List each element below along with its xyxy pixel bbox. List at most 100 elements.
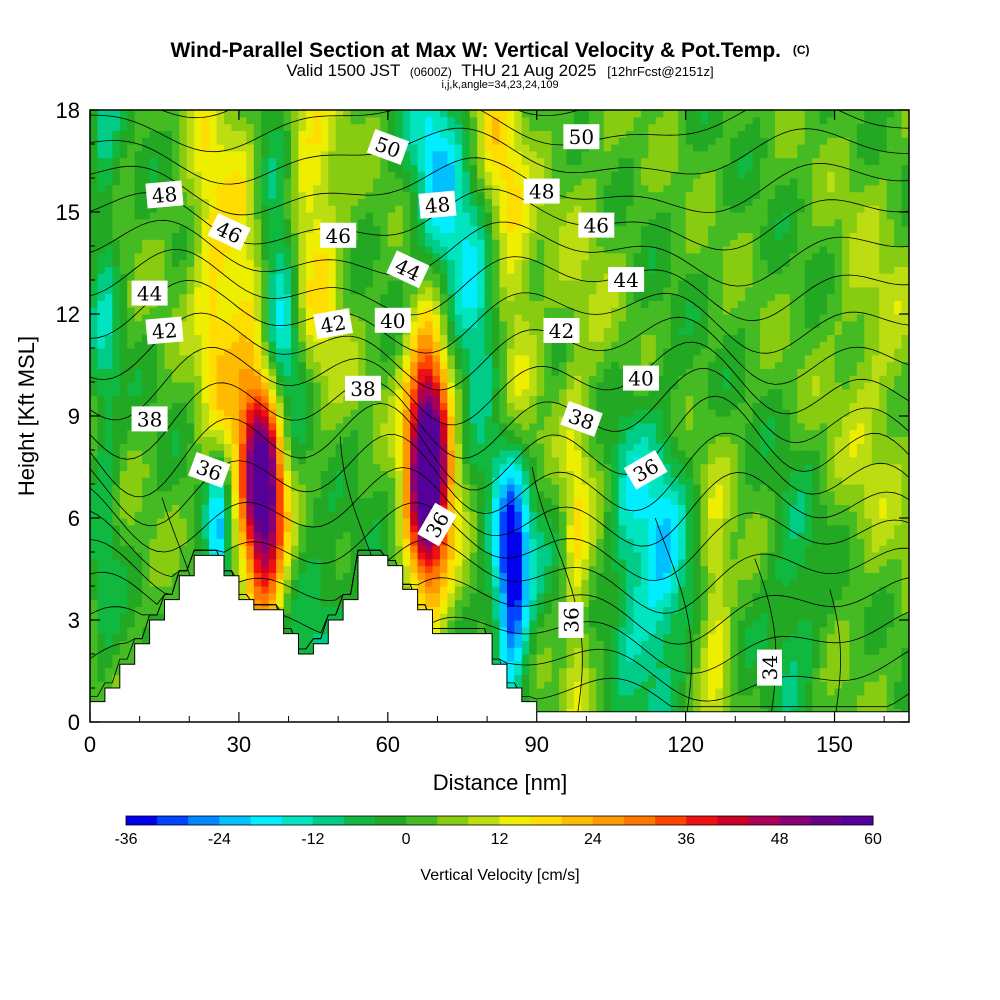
velocity-cell: [291, 538, 300, 546]
velocity-cell: [380, 205, 389, 213]
velocity-cell: [142, 218, 151, 227]
velocity-cell: [462, 232, 471, 240]
velocity-cell: [305, 422, 314, 431]
velocity-cell: [454, 252, 463, 261]
velocity-cell: [90, 266, 99, 274]
velocity-cell: [283, 157, 292, 165]
velocity-cell: [298, 429, 307, 437]
velocity-cell: [387, 286, 396, 295]
velocity-cell: [417, 484, 426, 492]
velocity-cell: [469, 470, 478, 478]
velocity-cell: [127, 572, 136, 580]
velocity-cell: [186, 416, 195, 424]
velocity-cell: [484, 123, 493, 131]
velocity-cell: [402, 178, 411, 186]
velocity-cell: [484, 402, 493, 410]
velocity-cell: [291, 599, 300, 607]
velocity-cell: [305, 164, 314, 172]
velocity-cell: [142, 538, 151, 546]
velocity-cell: [305, 137, 314, 145]
velocity-cell: [313, 565, 322, 573]
velocity-cell: [201, 205, 210, 213]
velocity-cell: [261, 572, 270, 580]
velocity-cell: [238, 361, 247, 369]
velocity-cell: [365, 497, 374, 505]
velocity-cell: [402, 504, 411, 512]
velocity-cell: [417, 225, 426, 233]
velocity-cell: [380, 178, 389, 186]
velocity-cell: [283, 246, 292, 254]
velocity-cell: [179, 450, 188, 458]
velocity-cell: [253, 266, 262, 274]
velocity-cell: [462, 239, 471, 247]
velocity-cell: [447, 579, 456, 587]
velocity-cell: [313, 524, 322, 533]
velocity-cell: [417, 388, 426, 397]
velocity-cell: [417, 361, 426, 369]
velocity-cell: [216, 484, 225, 492]
velocity-cell: [469, 130, 478, 138]
velocity-cell: [261, 565, 270, 573]
velocity-cell: [298, 368, 307, 376]
velocity-cell: [157, 314, 166, 322]
velocity-cell: [454, 361, 463, 369]
velocity-cell: [283, 354, 292, 363]
velocity-cell: [328, 456, 337, 465]
velocity-cell: [142, 626, 151, 635]
velocity-cell: [261, 545, 270, 553]
velocity-cell: [395, 239, 404, 247]
velocity-cell: [365, 320, 374, 329]
velocity-cell: [142, 402, 151, 410]
velocity-cell: [402, 558, 411, 567]
velocity-cell: [112, 184, 121, 193]
velocity-cell: [380, 388, 389, 397]
velocity-cell: [350, 511, 359, 519]
velocity-cell: [484, 212, 493, 220]
velocity-cell: [380, 395, 389, 403]
velocity-cell: [439, 626, 448, 635]
velocity-cell: [127, 300, 136, 308]
velocity-cell: [142, 246, 151, 254]
velocity-cell: [291, 246, 300, 254]
velocity-cell: [209, 273, 218, 281]
velocity-cell: [372, 354, 381, 363]
velocity-cell: [469, 368, 478, 376]
velocity-cell: [246, 320, 255, 329]
velocity-cell: [186, 436, 195, 444]
velocity-cell: [119, 545, 128, 553]
velocity-cell: [268, 116, 277, 125]
velocity-cell: [395, 225, 404, 233]
velocity-cell: [149, 592, 158, 601]
velocity-cell: [119, 640, 128, 648]
velocity-cell: [283, 463, 292, 471]
velocity-cell: [276, 402, 285, 410]
velocity-cell: [142, 178, 151, 186]
velocity-cell: [253, 137, 262, 145]
velocity-cell: [469, 620, 478, 628]
valid-date: THU 21 Aug 2025: [461, 61, 596, 80]
velocity-cell: [149, 157, 158, 165]
velocity-cell: [97, 293, 106, 301]
velocity-cell: [179, 382, 188, 390]
velocity-cell: [484, 225, 493, 233]
velocity-cell: [246, 116, 255, 125]
velocity-cell: [112, 150, 121, 159]
velocity-cell: [164, 259, 173, 267]
velocity-cell: [350, 518, 359, 526]
velocity-cell: [454, 456, 463, 465]
velocity-cell: [164, 273, 173, 281]
velocity-cell: [142, 150, 151, 159]
velocity-cell: [179, 225, 188, 233]
velocity-cell: [365, 422, 374, 431]
velocity-cell: [380, 416, 389, 424]
velocity-cell: [358, 456, 367, 465]
velocity-cell: [90, 429, 99, 437]
velocity-cell: [194, 504, 203, 512]
velocity-cell: [320, 456, 329, 465]
velocity-cell: [238, 592, 247, 601]
velocity-cell: [358, 450, 367, 458]
velocity-cell: [276, 205, 285, 213]
velocity-cell: [298, 341, 307, 349]
velocity-cell: [410, 443, 419, 451]
velocity-cell: [224, 558, 233, 567]
